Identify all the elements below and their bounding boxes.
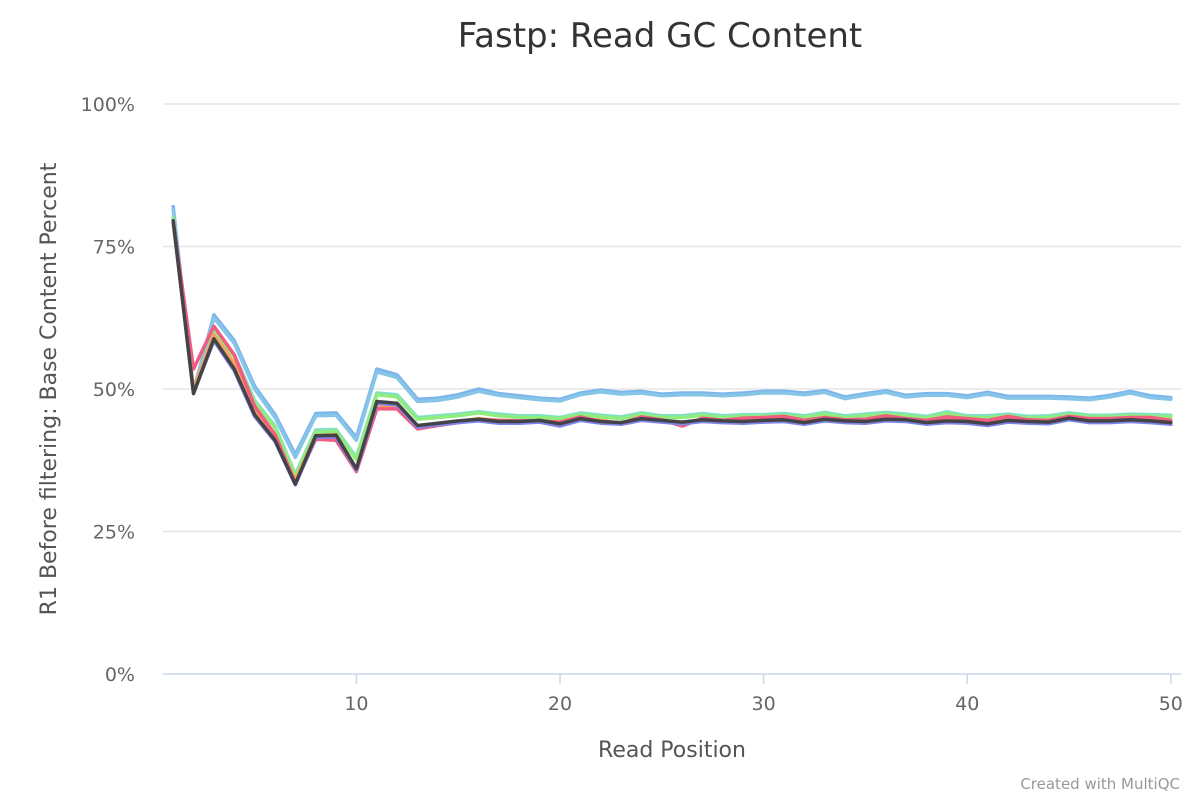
- x-tick-label: 50: [1159, 693, 1183, 715]
- y-axis-label: R1 Before filtering: Base Content Percen…: [37, 162, 62, 615]
- x-tick-label: 10: [344, 693, 368, 715]
- series-line-6[interactable]: [171, 219, 1173, 485]
- credit-text[interactable]: Created with MultiQC: [1020, 775, 1180, 793]
- chart-title: Fastp: Read GC Content: [458, 16, 863, 56]
- y-tick-label: 50%: [93, 379, 135, 401]
- series-lines: [171, 204, 1173, 487]
- x-tick-label: 20: [548, 693, 572, 715]
- series-line-2[interactable]: [171, 207, 1173, 460]
- x-tick-label: 40: [955, 693, 979, 715]
- y-axis-ticks: 0% 25% 50% 75% 100%: [81, 94, 135, 686]
- series-line-7[interactable]: [171, 219, 1173, 487]
- y-tick-label: 25%: [93, 522, 135, 544]
- y-tick-label: 0%: [105, 664, 135, 686]
- x-axis-ticks: 10 20 30 40 50: [344, 674, 1183, 715]
- series-line-8[interactable]: [171, 219, 1173, 486]
- y-tick-label: 75%: [93, 237, 135, 259]
- grid-lines: [163, 103, 1181, 533]
- y-tick-label: 100%: [81, 94, 135, 116]
- series-line-5[interactable]: [171, 221, 1173, 482]
- x-axis-label: Read Position: [598, 738, 746, 763]
- x-tick-label: 30: [752, 693, 776, 715]
